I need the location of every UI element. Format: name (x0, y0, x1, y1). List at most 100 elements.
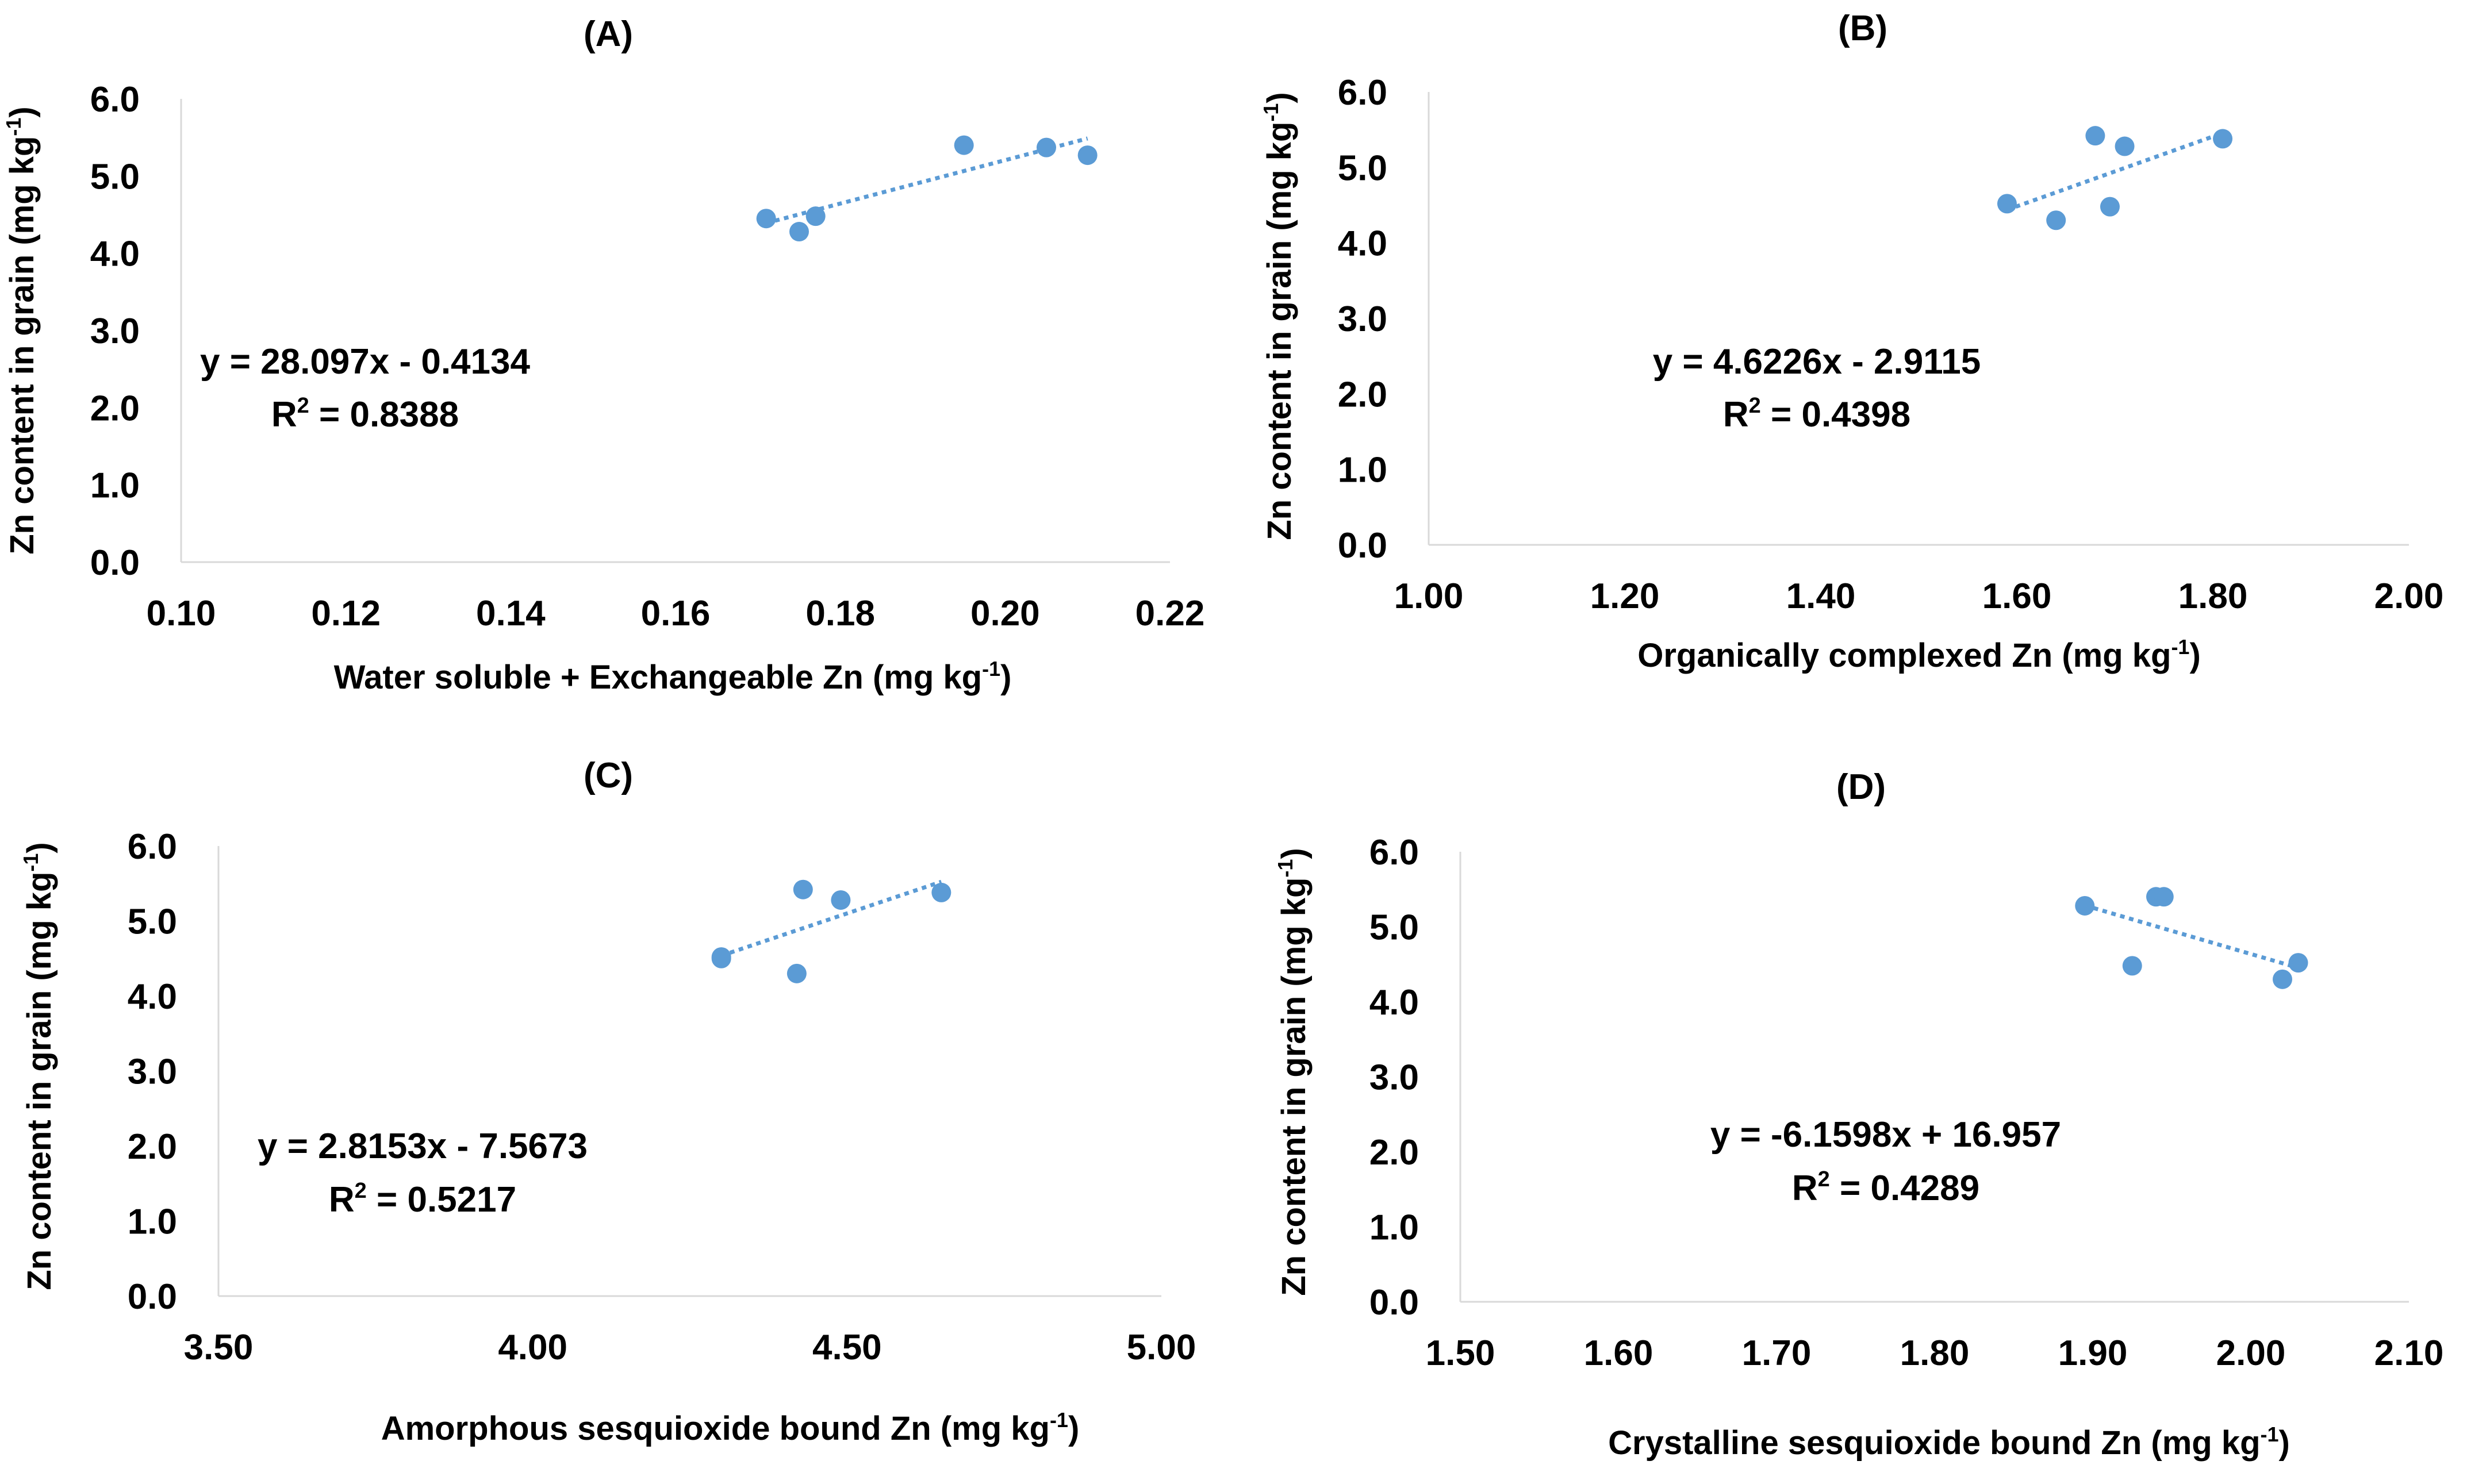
y-tick-label: 1.0 (90, 466, 140, 506)
y-tick-label: 4.0 (128, 977, 177, 1017)
data-point (756, 209, 776, 229)
x-tick-label: 3.50 (184, 1328, 254, 1367)
panel-title: (B) (1838, 9, 1887, 48)
y-tick-label: 4.0 (1338, 224, 1387, 264)
x-tick-label: 1.80 (2178, 576, 2248, 616)
r-squared-label: R2 = 0.4398 (1723, 394, 1910, 435)
data-point (805, 206, 826, 226)
x-tick-label: 2.00 (2374, 576, 2444, 616)
data-point (2213, 129, 2233, 149)
x-tick-label: 1.80 (1900, 1333, 1970, 1373)
data-point (1997, 194, 2017, 214)
y-tick-label: 2.0 (1338, 375, 1387, 414)
x-tick-label: 1.50 (1426, 1333, 1495, 1373)
x-axis-label: Crystalline sesquioxide bound Zn (mg kg-… (1608, 1423, 2290, 1462)
y-axis-label: Zn content in grain (mg kg-1) (19, 842, 58, 1290)
x-tick-label: 2.00 (2216, 1333, 2286, 1373)
x-tick-label: 0.20 (970, 594, 1040, 633)
data-point (793, 879, 813, 899)
data-point (2085, 126, 2105, 146)
data-point (2046, 210, 2066, 230)
x-tick-label: 1.60 (1584, 1333, 1653, 1373)
y-tick-label: 3.0 (90, 312, 140, 351)
y-tick-label: 5.0 (1338, 148, 1387, 188)
regression-equation: y = 28.097x - 0.4134 (200, 342, 531, 382)
x-tick-label: 1.20 (1590, 576, 1660, 616)
x-tick-label: 1.00 (1394, 576, 1464, 616)
y-tick-label: 2.0 (128, 1127, 177, 1167)
data-point (786, 963, 807, 983)
y-tick-label: 0.0 (90, 543, 140, 583)
x-tick-label: 1.90 (2058, 1333, 2128, 1373)
y-tick-label: 0.0 (128, 1277, 177, 1317)
panel-d: (D) 0.0 1.0 2.0 3.0 4.0 5.0 6.0 1.50 1.60 1.70 1.80… (1273, 767, 2443, 1462)
x-axis-label: Amorphous sesquioxide bound Zn (mg kg-1) (381, 1408, 1080, 1447)
x-tick-label: 0.22 (1135, 594, 1205, 633)
data-point (789, 222, 809, 242)
y-tick-label: 5.0 (1369, 908, 1419, 948)
x-tick-label: 2.10 (2374, 1333, 2444, 1373)
panel-title: (A) (584, 14, 633, 54)
y-tick-label: 5.0 (90, 157, 140, 197)
y-tick-label: 3.0 (1369, 1058, 1419, 1098)
x-tick-label: 1.60 (1982, 576, 2052, 616)
y-tick-label: 5.0 (128, 902, 177, 942)
trendline (2006, 131, 2224, 212)
x-axis-label: Water soluble + Exchangeable Zn (mg kg-1… (334, 657, 1012, 696)
data-point (2115, 136, 2135, 156)
data-point (931, 882, 951, 902)
y-axis-label: Zn content in grain (mg kg-1) (1259, 92, 1298, 540)
y-tick-label: 4.0 (90, 234, 140, 274)
y-tick-label: 1.0 (128, 1202, 177, 1242)
panel-a: (A) 0.0 1.0 2.0 3.0 4.0 5.0 6.0 0.10 0.12 0.14 0.16… (2, 14, 1204, 696)
x-tick-label: 0.10 (147, 594, 216, 633)
y-tick-label: 3.0 (1338, 299, 1387, 339)
x-tick-label: 1.70 (1742, 1333, 1812, 1373)
panel-title: (C) (584, 756, 633, 795)
data-point (1077, 145, 1098, 166)
y-tick-label: 1.0 (1338, 451, 1387, 490)
trendline (2084, 904, 2299, 970)
y-tick-label: 3.0 (128, 1052, 177, 1092)
data-point (2154, 887, 2174, 907)
x-tick-label: 0.14 (476, 594, 546, 633)
y-axis-label: Zn content in grain (mg kg-1) (2, 106, 41, 555)
r-squared-label: R2 = 0.5217 (329, 1179, 516, 1220)
data-point (2075, 895, 2095, 916)
r-squared-label: R2 = 0.8388 (271, 394, 459, 435)
panel-c: (C) 0.0 1.0 2.0 3.0 4.0 5.0 6.0 3.50 4.00 4.50 5.00… (19, 756, 1196, 1447)
data-point (2100, 197, 2120, 217)
regression-equation: y = 4.6226x - 2.9115 (1653, 342, 1981, 382)
panel-title: (D) (1836, 767, 1886, 807)
y-tick-label: 0.0 (1369, 1283, 1419, 1322)
x-tick-label: 4.00 (498, 1328, 567, 1367)
y-tick-label: 6.0 (1338, 73, 1387, 113)
x-tick-label: 0.12 (311, 594, 381, 633)
data-point (2122, 956, 2142, 976)
regression-equation: y = 2.8153x - 7.5673 (258, 1127, 588, 1166)
y-axis-label: Zn content in grain (mg kg-1) (1273, 848, 1313, 1296)
trendline (720, 879, 942, 958)
x-tick-label: 0.16 (641, 594, 711, 633)
x-tick-label: 0.18 (805, 594, 875, 633)
data-point (831, 890, 851, 910)
y-tick-label: 6.0 (90, 80, 140, 120)
x-tick-label: 4.50 (812, 1328, 882, 1367)
x-tick-label: 1.40 (1786, 576, 1856, 616)
data-point (711, 947, 731, 967)
y-tick-label: 0.0 (1338, 526, 1387, 566)
data-point (2273, 969, 2292, 989)
data-point (2288, 953, 2308, 973)
x-axis-label: Organically complexed Zn (mg kg-1) (1637, 635, 2201, 674)
panel-b: (B) 0.0 1.0 2.0 3.0 4.0 5.0 6.0 1.00 1.20 1.40 1.60… (1259, 9, 2443, 674)
data-point (1037, 137, 1056, 157)
y-tick-label: 6.0 (1369, 833, 1419, 872)
y-tick-label: 2.0 (90, 389, 140, 428)
r-squared-label: R2 = 0.4289 (1792, 1167, 1979, 1208)
y-tick-label: 2.0 (1369, 1133, 1419, 1172)
regression-equation: y = -6.1598x + 16.957 (1710, 1115, 2061, 1155)
y-tick-label: 4.0 (1369, 983, 1419, 1022)
y-tick-label: 1.0 (1369, 1208, 1419, 1248)
data-point (954, 135, 974, 155)
